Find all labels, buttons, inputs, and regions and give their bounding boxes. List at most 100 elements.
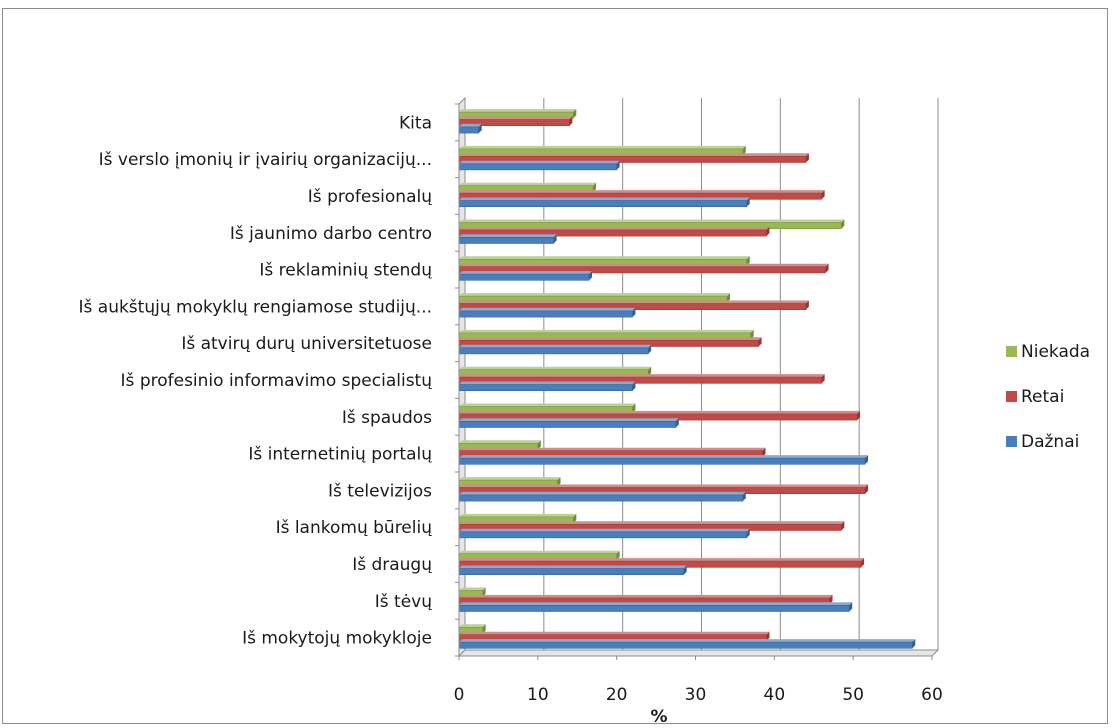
bar-end-face (742, 145, 746, 156)
legend-swatch-da-nai (1006, 436, 1017, 447)
bar-top-face (459, 631, 770, 635)
bar-end-face (805, 153, 809, 163)
category-label: Iš aukštųjų mokyklų rengiamose studijų..… (79, 297, 433, 317)
bar-top-face (459, 491, 746, 495)
category-label: Iš internetinių portalų (248, 445, 432, 465)
bar-top-face (459, 381, 636, 385)
bar-da-nai-0 (458, 641, 913, 649)
bar-da-nai-11 (458, 237, 554, 244)
bar-end-face (762, 447, 766, 457)
bar-top-face (459, 550, 620, 554)
bar-top-face (459, 256, 750, 260)
bar-top-face (459, 145, 746, 149)
bar-top-face (459, 160, 620, 164)
bar-end-face (766, 631, 770, 641)
bar-top-face (459, 116, 573, 120)
bar-end-face (750, 329, 754, 340)
bar-end-face (632, 403, 636, 413)
bar-top-face (459, 639, 916, 643)
bar-end-face (758, 337, 762, 347)
bar-top-face (459, 271, 593, 275)
bar-end-face (482, 624, 486, 634)
bar-top-face (459, 123, 482, 127)
bar-top-face (459, 602, 853, 606)
legend-swatch-niekada (1006, 346, 1017, 357)
legend-label: Dažnai (1021, 432, 1079, 452)
bar-top-face (459, 403, 636, 407)
x-tick-label: 10 (527, 685, 549, 705)
x-tick-label: 30 (685, 685, 707, 705)
bar-end-face (616, 160, 620, 170)
legend-label: Niekada (1021, 342, 1090, 362)
plot-floor (457, 649, 940, 657)
bar-top-face (459, 410, 861, 414)
bar-end-face (821, 190, 825, 200)
bar-end-face (864, 484, 868, 494)
bar-da-nai-4 (458, 494, 744, 502)
bar-da-nai-13 (458, 163, 617, 171)
bar-end-face (766, 226, 770, 237)
category-label: Iš televizijos (328, 481, 432, 501)
bar-end-face (829, 594, 833, 605)
legend-swatch-retai (1006, 391, 1017, 402)
bar-da-nai-2 (458, 568, 684, 575)
bar-end-face (632, 381, 636, 391)
bar-end-face (573, 513, 577, 524)
plot-area (457, 96, 940, 658)
category-label: Iš jaunimo darbo centro (230, 224, 432, 244)
bar-top-face (459, 528, 750, 532)
bar-end-face (805, 300, 809, 310)
bar-top-face (459, 153, 809, 157)
bar-da-nai-9 (458, 310, 633, 318)
legend: Niekada Retai Dažnai (1006, 342, 1090, 452)
category-label: Kita (399, 113, 432, 133)
bar-end-face (632, 307, 636, 318)
bar-da-nai-8 (458, 347, 649, 355)
bar-end-face (537, 440, 541, 450)
bar-top-face (459, 440, 541, 444)
bar-da-nai-14 (458, 126, 480, 134)
bar-top-face (459, 521, 845, 525)
bar-end-face (742, 491, 746, 502)
category-label: Iš tėvų (375, 592, 432, 612)
bar-end-face (857, 410, 861, 421)
bar-end-face (841, 521, 845, 531)
bar-end-face (746, 197, 750, 207)
bar-top-face (459, 190, 825, 194)
bar-end-face (825, 263, 829, 273)
category-label: Iš lankomų būrelių (276, 518, 433, 538)
bar-top-face (459, 109, 577, 113)
bar-end-face (573, 109, 577, 119)
legend-label: Retai (1021, 387, 1064, 407)
bar-top-face (459, 455, 868, 459)
bar-top-face (459, 337, 762, 341)
bar-end-face (746, 256, 750, 266)
x-tick-label: 50 (842, 685, 864, 705)
bar-end-face (727, 293, 731, 303)
bar-top-face (459, 219, 845, 223)
bar-top-face (459, 366, 652, 370)
bar-da-nai-5 (458, 457, 866, 465)
bar-end-face (861, 558, 865, 568)
category-label: Iš reklaminių stendų (259, 261, 432, 281)
bar-top-face (459, 477, 561, 481)
bar-end-face (569, 116, 573, 126)
bar-top-face (459, 307, 636, 311)
bar-end-face (616, 550, 620, 560)
x-tick-label: 40 (764, 685, 786, 705)
bar-da-nai-10 (458, 273, 590, 281)
bar-top-face (459, 234, 557, 238)
bar-end-face (746, 528, 750, 538)
bar-top-face (459, 226, 770, 230)
bar-top-face (459, 374, 825, 378)
bar-top-face (459, 558, 865, 562)
category-label: Iš profesinio informavimo specialistų (121, 371, 433, 391)
category-labels: Iš mokytojų mokykloje Iš tėvų Iš draugų Iš … (79, 103, 459, 657)
bar-da-nai-12 (458, 200, 748, 207)
bar-top-face (459, 182, 597, 186)
bar-top-face (459, 565, 687, 569)
bar-da-nai-7 (458, 384, 633, 391)
bar-end-face (648, 366, 652, 376)
x-tick-label: 60 (921, 685, 943, 705)
